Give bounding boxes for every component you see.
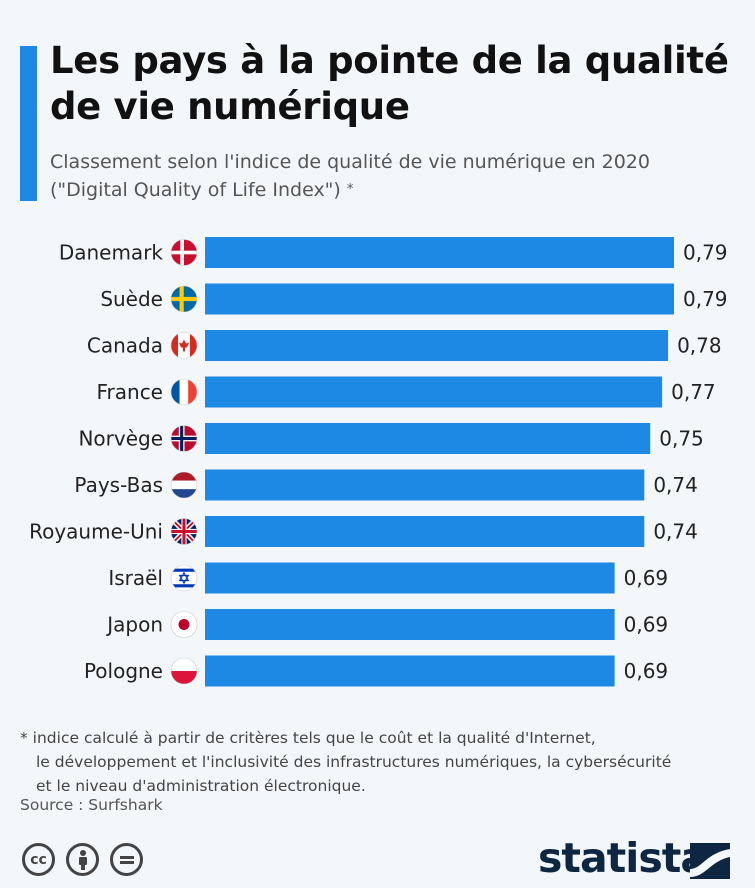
category-label: France xyxy=(96,380,163,404)
bar-row: Pologne 0,69 xyxy=(84,655,669,687)
value-label: 0,79 xyxy=(683,241,728,265)
value-label: 0,74 xyxy=(653,473,698,497)
source-text: Source : Surfshark xyxy=(20,796,163,814)
category-label: Royaume-Uni xyxy=(29,520,163,544)
statista-logo[interactable]: statista xyxy=(538,834,708,882)
sweden-flag-icon xyxy=(170,285,198,313)
category-label: Norvège xyxy=(78,427,163,451)
bar xyxy=(205,562,615,594)
subtitle-footnote-mark: * xyxy=(346,182,354,197)
poland-flag-icon xyxy=(170,657,198,685)
footnote-line-1: * indice calculé à partir de critères te… xyxy=(20,729,596,747)
value-label: 0,69 xyxy=(624,566,669,590)
value-label: 0,74 xyxy=(653,520,698,544)
bar xyxy=(205,609,615,640)
category-label: Pologne xyxy=(84,659,163,683)
attribution-icon[interactable] xyxy=(66,843,99,876)
footnote-line-3: et le niveau d'administration électroniq… xyxy=(36,777,366,795)
bar-row: Danemark 0,79 xyxy=(59,237,728,268)
footnote-line-2: le développement et l'inclusivité des in… xyxy=(36,753,672,771)
category-label: Pays-Bas xyxy=(74,473,163,497)
category-label: Japon xyxy=(105,613,163,637)
canada-flag-icon xyxy=(170,332,198,359)
japan-flag-icon xyxy=(170,611,198,638)
israel-flag-icon xyxy=(170,564,198,592)
category-label: Danemark xyxy=(59,241,164,265)
value-label: 0,75 xyxy=(659,427,704,451)
value-label: 0,79 xyxy=(683,287,728,311)
norway-flag-icon xyxy=(170,425,198,452)
no-derivatives-icon[interactable] xyxy=(110,843,143,876)
value-label: 0,77 xyxy=(671,380,716,404)
bar xyxy=(205,283,674,315)
category-label: Canada xyxy=(87,334,163,358)
bar-row: France 0,77 xyxy=(96,376,716,408)
bar xyxy=(205,469,645,501)
bar-row: Norvège 0,75 xyxy=(78,423,704,454)
subtitle-text: Classement selon l'indice de qualité de … xyxy=(50,151,650,201)
denmark-flag-icon xyxy=(170,239,198,266)
france-flag-icon xyxy=(170,378,198,406)
chart-subtitle: Classement selon l'indice de qualité de … xyxy=(50,148,730,204)
bar-row: Royaume-Uni 0,74 xyxy=(29,516,698,547)
bar xyxy=(205,237,674,268)
title-accent-bar xyxy=(20,46,37,201)
bar-row: Canada 0,78 xyxy=(87,330,722,361)
bar-row: Suède 0,79 xyxy=(100,283,728,315)
cc-icon[interactable]: cc xyxy=(22,843,55,876)
uk-flag-icon xyxy=(170,518,198,545)
bar-row: Pays-Bas 0,74 xyxy=(74,469,698,501)
value-label: 0,69 xyxy=(624,613,669,637)
bar xyxy=(205,376,663,408)
netherlands-flag-icon xyxy=(170,471,198,499)
bar-chart: Danemark 0,79 Suède 0,79 Canada 0,78 France 0,7… xyxy=(29,237,728,687)
category-label: Suède xyxy=(100,287,163,311)
value-label: 0,69 xyxy=(624,659,669,683)
chart-title: Les pays à la pointe de la qualité de vi… xyxy=(50,39,729,128)
footnote: * indice calculé à partir de critères te… xyxy=(20,726,740,798)
category-label: Israël xyxy=(108,566,163,590)
bar-row: Israël 0,69 xyxy=(108,562,669,594)
bar xyxy=(205,516,645,547)
statista-logo-mark-icon xyxy=(690,843,730,879)
bar-row: Japon 0,69 xyxy=(105,609,668,640)
bar xyxy=(205,330,669,361)
bar xyxy=(205,423,651,454)
value-label: 0,78 xyxy=(677,334,722,358)
bar xyxy=(205,655,615,687)
